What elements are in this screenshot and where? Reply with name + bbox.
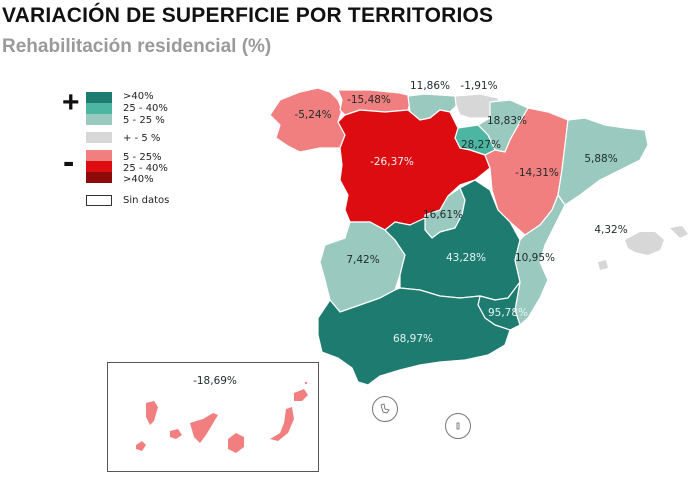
label-castilla-leon: -26,37% bbox=[370, 156, 414, 168]
island-fuerteventura bbox=[270, 407, 294, 441]
legend-label: 5 - 25% bbox=[123, 152, 162, 163]
label-baleares: 4,32% bbox=[594, 224, 628, 236]
label-navarra: 18,83% bbox=[486, 115, 528, 127]
legend-label: Sin datos bbox=[123, 195, 170, 206]
melilla-marker-icon bbox=[445, 413, 471, 439]
island-la-palma bbox=[146, 401, 158, 425]
label-andalucia: 68,97% bbox=[392, 333, 434, 345]
plus-sign-icon: + bbox=[62, 86, 80, 119]
page-title: VARIACIÓN DE SUPERFICIE POR TERRITORIOS bbox=[2, 4, 494, 27]
legend-swatch-neg-gt40 bbox=[86, 172, 112, 183]
legend-swatch-neg-5-25 bbox=[86, 150, 112, 161]
label-la-rioja: 28,27% bbox=[460, 139, 502, 151]
minus-sign-icon: - bbox=[63, 143, 75, 181]
canarias-islands bbox=[136, 381, 308, 453]
label-valencia: 10,95% bbox=[514, 252, 556, 264]
legend-label: >40% bbox=[123, 174, 154, 185]
legend-swatch-neutral bbox=[86, 132, 112, 143]
label-pais-vasco: -1,91% bbox=[460, 80, 498, 92]
label-extremadura: 7,42% bbox=[346, 254, 380, 266]
region-castilla-leon bbox=[337, 109, 491, 231]
region-valencia bbox=[514, 194, 566, 326]
region-baleares bbox=[598, 226, 688, 270]
legend-label: + - 5 % bbox=[123, 133, 161, 144]
legend-label: 5 - 25 % bbox=[123, 115, 165, 126]
label-aragon: -14,31% bbox=[515, 167, 559, 179]
legend-label: 25 - 40% bbox=[123, 103, 168, 114]
ceuta-marker-icon bbox=[372, 396, 398, 422]
label-cantabria: 11,86% bbox=[409, 80, 451, 92]
label-canarias: -18,69% bbox=[193, 375, 237, 387]
legend-label: >40% bbox=[123, 91, 154, 102]
legend-swatch-neg-25-40 bbox=[86, 161, 112, 172]
region-cataluna bbox=[557, 117, 649, 206]
label-asturias: -15,48% bbox=[347, 94, 391, 106]
region-extremadura bbox=[319, 221, 406, 313]
island-gran-canaria bbox=[228, 433, 244, 453]
region-andalucia bbox=[317, 287, 511, 386]
island-tenerife bbox=[190, 413, 218, 443]
label-cataluna: 5,88% bbox=[584, 153, 618, 165]
label-murcia: 95,78% bbox=[487, 307, 529, 319]
label-galicia: -5,24% bbox=[294, 109, 332, 121]
canarias-inset: -18,69% bbox=[107, 362, 319, 472]
legend-swatch-pos-5-25 bbox=[86, 114, 112, 125]
legend: + - >40% 25 - 40% 5 - 25 % + - 5 % 5 - 2… bbox=[60, 86, 220, 210]
label-madrid: 16,61% bbox=[422, 209, 464, 221]
label-castilla-la-mancha: 43,28% bbox=[445, 252, 487, 264]
legend-swatch-no-data bbox=[86, 195, 112, 206]
legend-swatch-pos-gt40 bbox=[86, 92, 112, 103]
island-la-gomera bbox=[170, 429, 182, 439]
legend-swatch-pos-25-40 bbox=[86, 103, 112, 114]
page-subtitle: Rehabilitación residencial (%) bbox=[2, 36, 272, 57]
legend-label: 25 - 40% bbox=[123, 163, 168, 174]
island-el-hierro bbox=[136, 441, 146, 451]
island-lanzarote bbox=[294, 389, 308, 401]
